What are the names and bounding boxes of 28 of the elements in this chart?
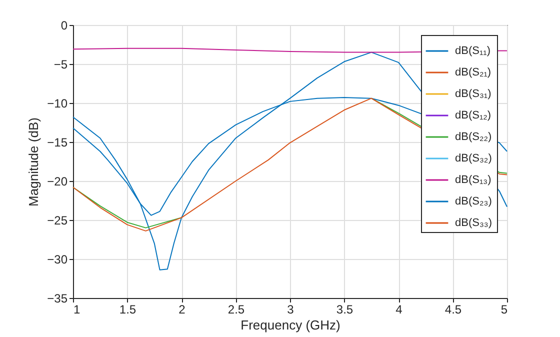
y-axis-title: Magnitude (dB) xyxy=(26,118,42,206)
x-tick-label: 3.5 xyxy=(336,302,354,316)
legend-label: dB(S₃₁) xyxy=(455,88,492,100)
legend-label: dB(S₂₁) xyxy=(455,66,492,78)
y-tick-label: −5 xyxy=(54,58,68,72)
x-tick-label: 1 xyxy=(74,302,80,316)
legend-label: dB(S₂₂) xyxy=(455,131,492,143)
y-tick-label: −30 xyxy=(47,252,68,266)
y-tick-label: 0 xyxy=(60,18,68,32)
y-tick-label: −35 xyxy=(47,292,68,306)
legend-label: dB(S₁₃) xyxy=(455,174,492,186)
y-tick-label: −20 xyxy=(47,174,68,188)
x-tick-label: 2 xyxy=(178,302,186,316)
y-tick-label: −15 xyxy=(47,136,68,150)
y-tick-label: −25 xyxy=(47,214,68,228)
x-tick-label: 2.5 xyxy=(228,302,245,316)
x-axis-title: Frequency (GHz) xyxy=(240,318,340,332)
legend-label: dB(S₃₂) xyxy=(455,152,492,164)
x-tick-label: 4.5 xyxy=(444,302,462,316)
legend-label: dB(S₁₁) xyxy=(455,45,491,57)
x-tick-label: 4 xyxy=(396,302,403,316)
y-tick-label: −10 xyxy=(47,96,68,110)
legend-label: dB(S₂₃) xyxy=(455,196,492,208)
legend-label: dB(S₁₂) xyxy=(455,110,492,122)
legend-label: dB(S₃₃) xyxy=(455,217,492,229)
x-tick-label: 5 xyxy=(500,302,508,316)
x-tick-label: 1.5 xyxy=(119,302,136,316)
x-tick-label: 3 xyxy=(287,302,294,316)
